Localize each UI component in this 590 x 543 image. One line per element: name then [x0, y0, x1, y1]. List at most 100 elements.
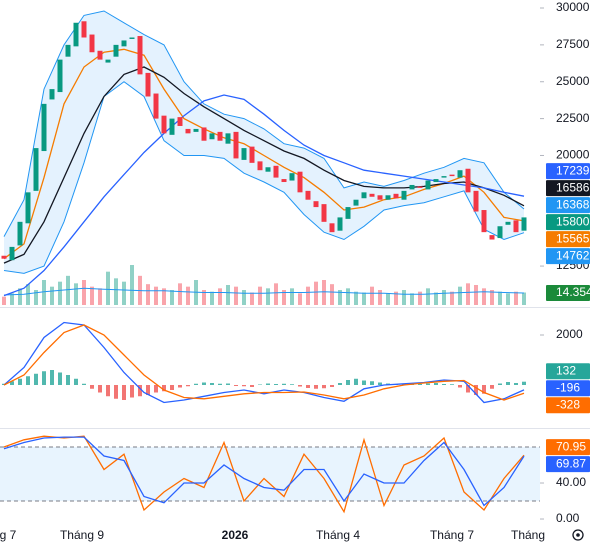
volume-bar	[42, 280, 46, 305]
value-badge-label: -328	[556, 397, 580, 411]
price-pane	[1, 10, 527, 305]
histogram-bar	[442, 384, 446, 385]
histogram-bar	[18, 378, 22, 385]
candle	[89, 34, 95, 53]
volume-bar	[402, 290, 406, 305]
value-badge	[546, 197, 590, 214]
histogram-bar	[202, 382, 206, 385]
volume-bar	[450, 291, 454, 305]
histogram-bar	[42, 371, 46, 385]
value-badge	[546, 456, 590, 473]
settings-button[interactable]	[572, 529, 584, 541]
value-badge	[546, 163, 590, 180]
candle	[241, 148, 247, 160]
candle	[393, 193, 399, 199]
value-badge	[546, 180, 590, 197]
histogram-bar	[194, 383, 198, 385]
histogram-bar	[106, 385, 110, 397]
candle	[249, 146, 255, 163]
candle	[121, 40, 127, 47]
candle	[153, 93, 159, 119]
volume-bar	[322, 280, 326, 305]
candle	[377, 195, 383, 200]
candle	[1, 255, 7, 259]
candle	[257, 161, 263, 171]
histogram-bar	[250, 385, 254, 387]
volume-bar	[178, 283, 182, 305]
histogram-bar	[82, 383, 86, 385]
band-fill	[4, 10, 524, 274]
y-tick-label: 27500	[556, 37, 590, 51]
candle	[217, 131, 223, 141]
y-tick-label: 0.00	[556, 511, 580, 525]
volume-bar	[2, 296, 6, 305]
volume-bar	[106, 271, 110, 305]
histogram-bar	[306, 385, 310, 388]
candle	[65, 44, 71, 57]
candle	[113, 44, 119, 57]
value-badge	[546, 380, 590, 397]
histogram-bar	[370, 381, 374, 385]
candle	[361, 192, 367, 199]
candle	[177, 117, 183, 126]
candle	[465, 168, 471, 193]
volume-bar	[66, 275, 70, 305]
y-tick-label: 2000	[556, 327, 583, 341]
candle	[305, 190, 311, 200]
volume-bar	[274, 283, 278, 305]
volume-bar	[26, 284, 30, 305]
candle	[209, 133, 215, 140]
y-tick-label: 25000	[556, 74, 590, 88]
candle	[313, 201, 319, 208]
candle	[105, 59, 111, 63]
histogram-bar	[266, 383, 270, 385]
volume-bar	[266, 288, 270, 305]
volume-bar	[18, 288, 22, 305]
y-tick-label: 40.00	[556, 475, 586, 489]
volume-bar	[250, 292, 254, 305]
histogram-bar	[234, 385, 238, 386]
macd-pane	[2, 321, 526, 404]
macd-line	[3, 324, 525, 401]
volume-bar	[378, 290, 382, 305]
histogram-bar	[354, 378, 358, 385]
volume-bar	[442, 290, 446, 305]
volume-bar	[306, 286, 310, 305]
histogram-bar	[50, 370, 54, 385]
volume-bar	[410, 293, 414, 305]
candle	[417, 186, 423, 188]
candle	[97, 50, 103, 60]
histogram-bar	[458, 385, 462, 388]
candle	[337, 217, 343, 231]
histogram-bar	[522, 381, 526, 385]
volume-bar	[186, 286, 190, 305]
histogram-bar	[122, 385, 126, 400]
histogram-bar	[490, 385, 494, 389]
ma-line	[3, 48, 525, 260]
volume-bar	[506, 293, 510, 305]
x-tick-label: 2026	[222, 528, 249, 542]
volume-bar	[154, 286, 158, 305]
value-badge	[546, 214, 590, 231]
histogram-bar	[498, 383, 502, 385]
volume-bar	[330, 284, 334, 305]
candle	[345, 207, 351, 219]
volume-bar	[218, 288, 222, 305]
volume-bar	[34, 290, 38, 305]
volume-bar	[314, 281, 318, 305]
value-badge-label: 14.354	[556, 285, 590, 299]
band-fill	[0, 447, 540, 502]
volume-bar	[490, 290, 494, 305]
histogram-bar	[258, 384, 262, 385]
value-badge-label: 70.95	[556, 439, 586, 453]
volume-bar	[282, 290, 286, 305]
volume-bar	[114, 278, 118, 305]
histogram-bar	[434, 383, 438, 385]
histogram-bar	[26, 376, 30, 385]
value-badge-label: -196	[556, 380, 580, 394]
macd-line	[3, 321, 525, 404]
histogram-bar	[514, 383, 518, 385]
volume-bar	[90, 286, 94, 305]
volume-bar	[514, 291, 518, 305]
candle	[81, 21, 87, 38]
